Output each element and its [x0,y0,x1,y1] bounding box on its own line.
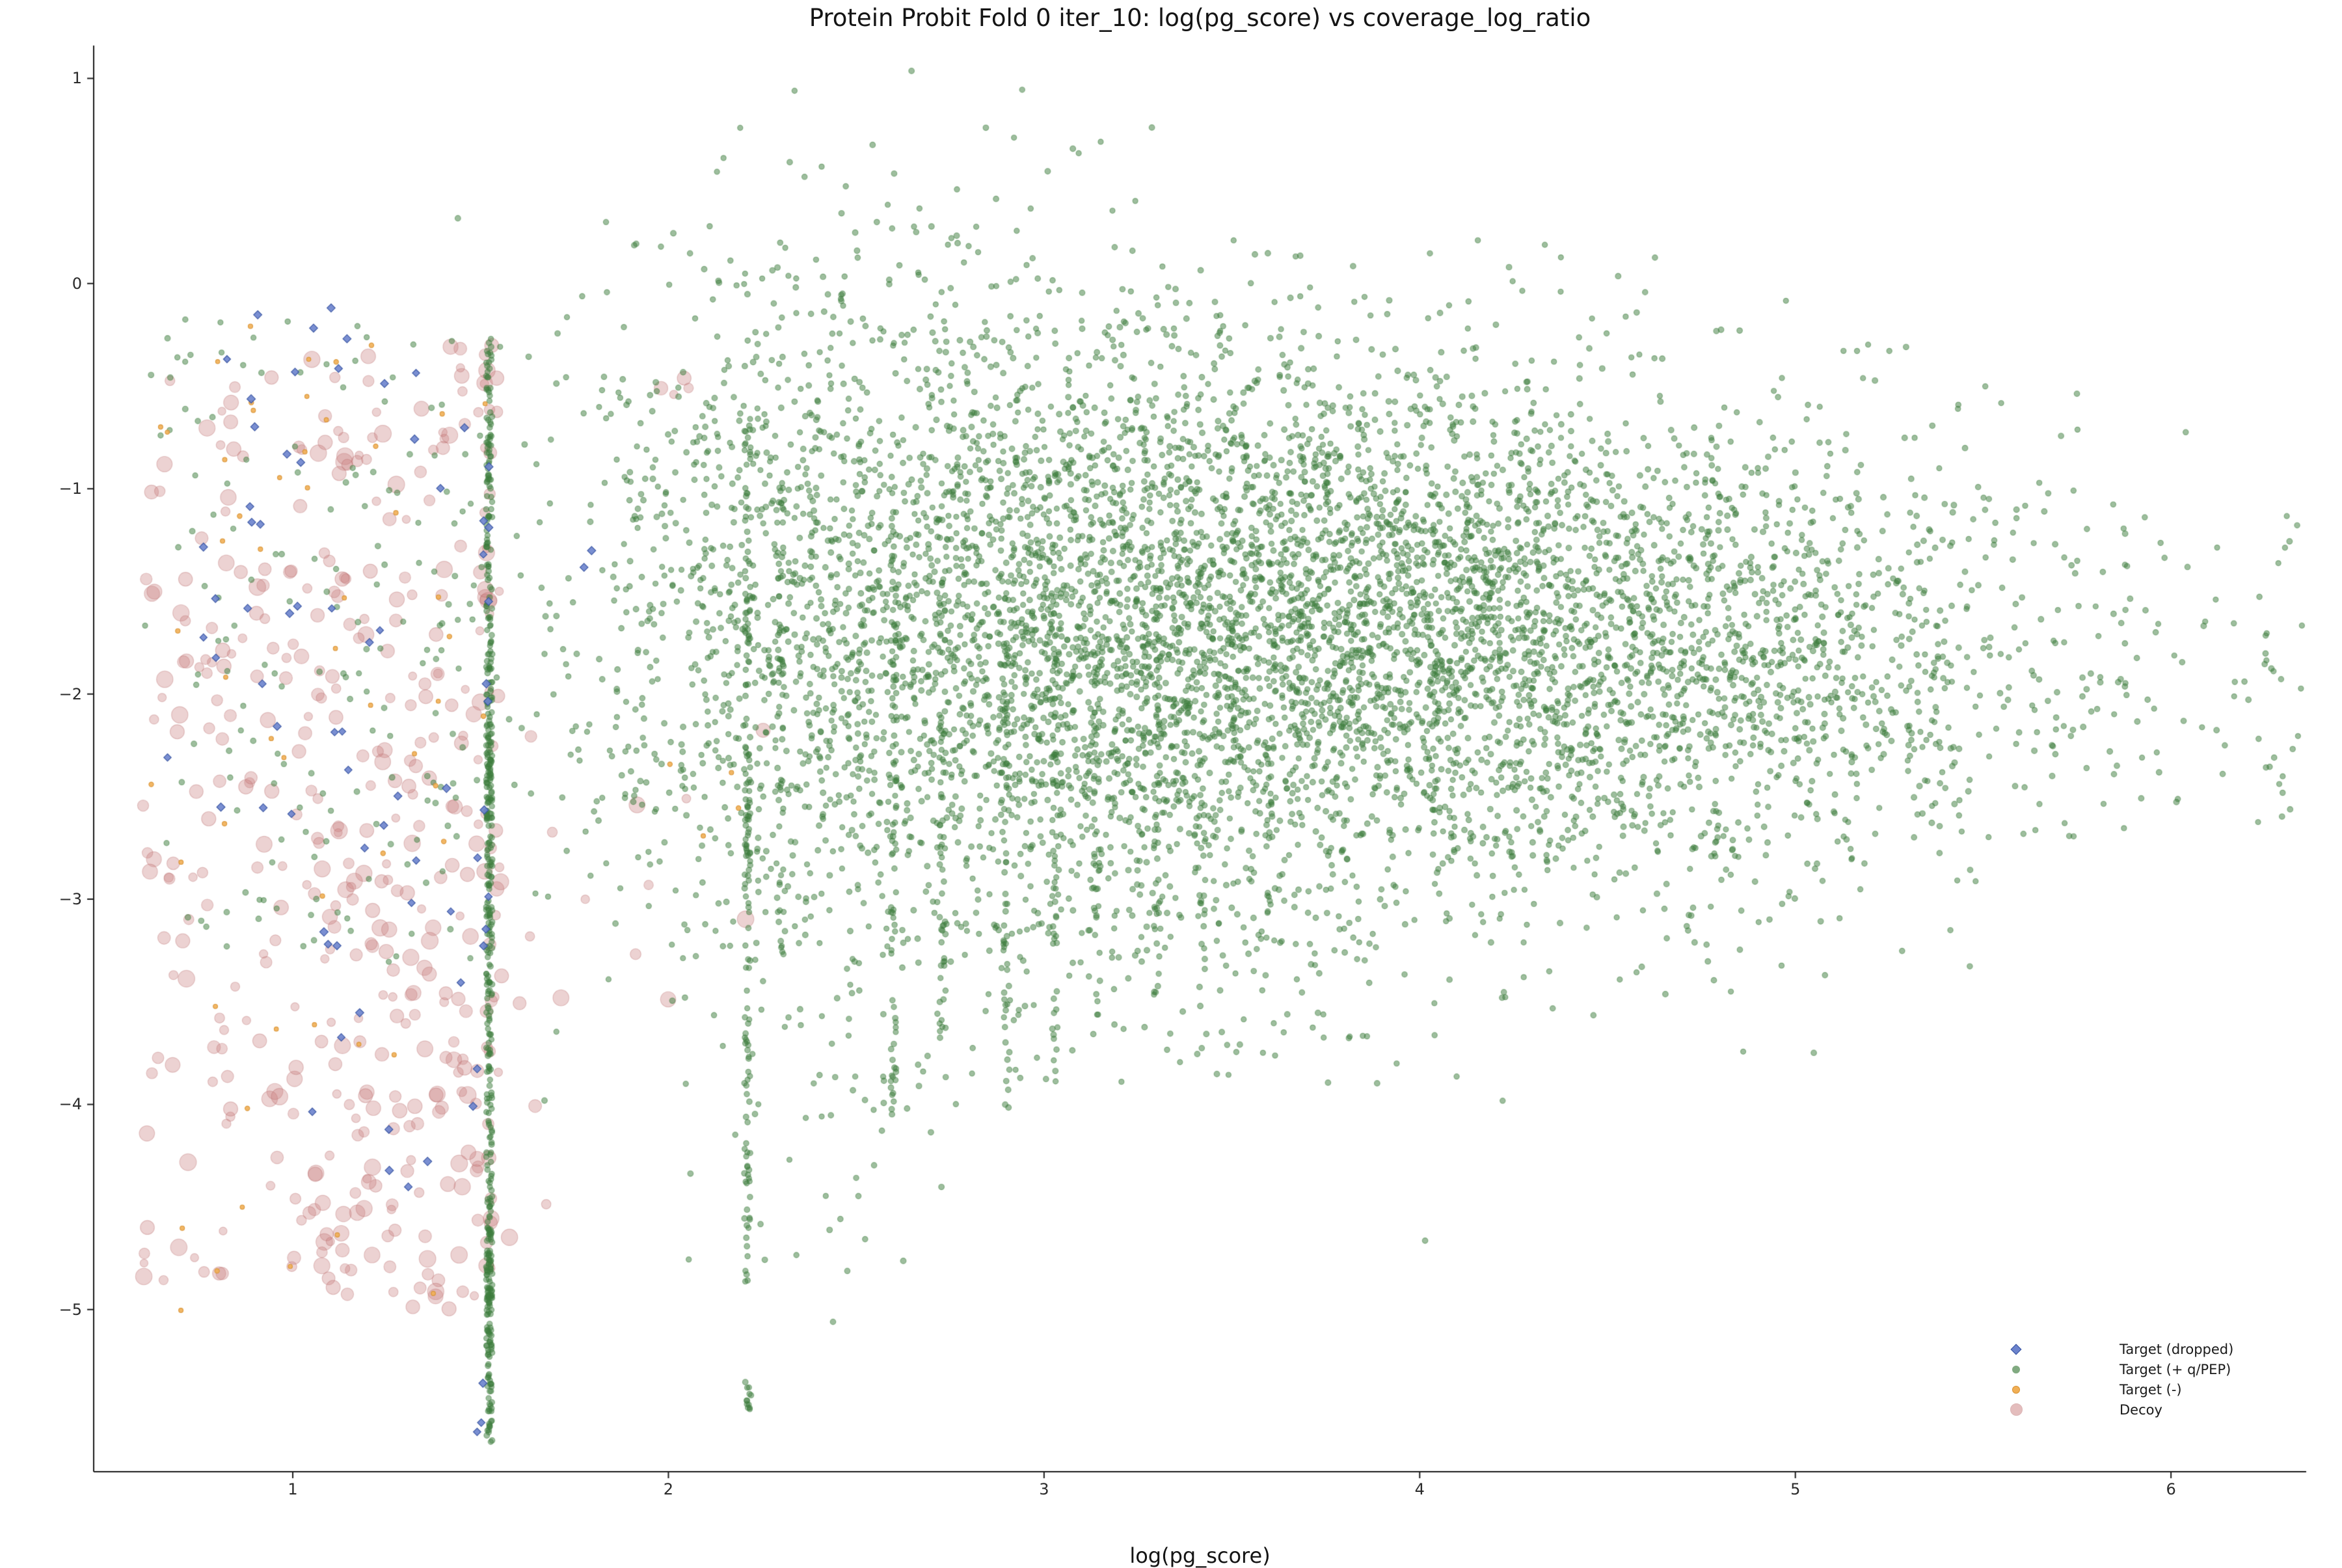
y-tick-label: 1 [72,69,82,88]
legend-item-decoy: Decoy [2004,1399,2233,1420]
legend-label-target_neg: Target (-) [2120,1381,2182,1398]
y-tick-label: 0 [72,274,82,293]
y-tick-label: −3 [59,890,82,909]
legend-item-dropped: Target (dropped) [2004,1339,2233,1359]
x-tick-label: 3 [1039,1480,1049,1498]
x-tick-label: 1 [288,1480,298,1498]
target_pos-legend-marker-icon [2012,1365,2020,1373]
legend-label-dropped: Target (dropped) [2120,1341,2234,1357]
y-tick-label: −1 [59,480,82,498]
x-tick-label: 5 [1790,1480,1801,1498]
decoy-legend-marker-icon [2010,1403,2023,1416]
dropped-legend-marker-icon [2010,1344,2022,1355]
legend-marker-box [2004,1385,2028,1394]
legend-marker-box [2004,1344,2028,1355]
legend: Target (dropped) Target (+ q/PEP) Target (… [2004,1339,2233,1420]
x-tick-label: 6 [2166,1480,2176,1498]
x-tick-label: 4 [1414,1480,1425,1498]
chart-title: Protein Probit Fold 0 iter_10: log(pg_sc… [809,4,1591,32]
y-tick-label: −5 [59,1300,82,1319]
legend-marker-box [2004,1403,2028,1416]
legend-item-target_neg: Target (-) [2004,1379,2233,1399]
y-tick-label: −4 [59,1095,82,1114]
y-tick-label: −2 [59,684,82,703]
legend-item-target_pos: Target (+ q/PEP) [2004,1359,2233,1379]
legend-label-target_pos: Target (+ q/PEP) [2120,1361,2231,1377]
legend-label-decoy: Decoy [2120,1401,2162,1418]
x-axis-label: log(pg_score) [1129,1543,1271,1568]
x-tick-label: 2 [663,1480,674,1498]
legend-marker-box [2004,1365,2028,1373]
target_neg-legend-marker-icon [2012,1385,2020,1394]
